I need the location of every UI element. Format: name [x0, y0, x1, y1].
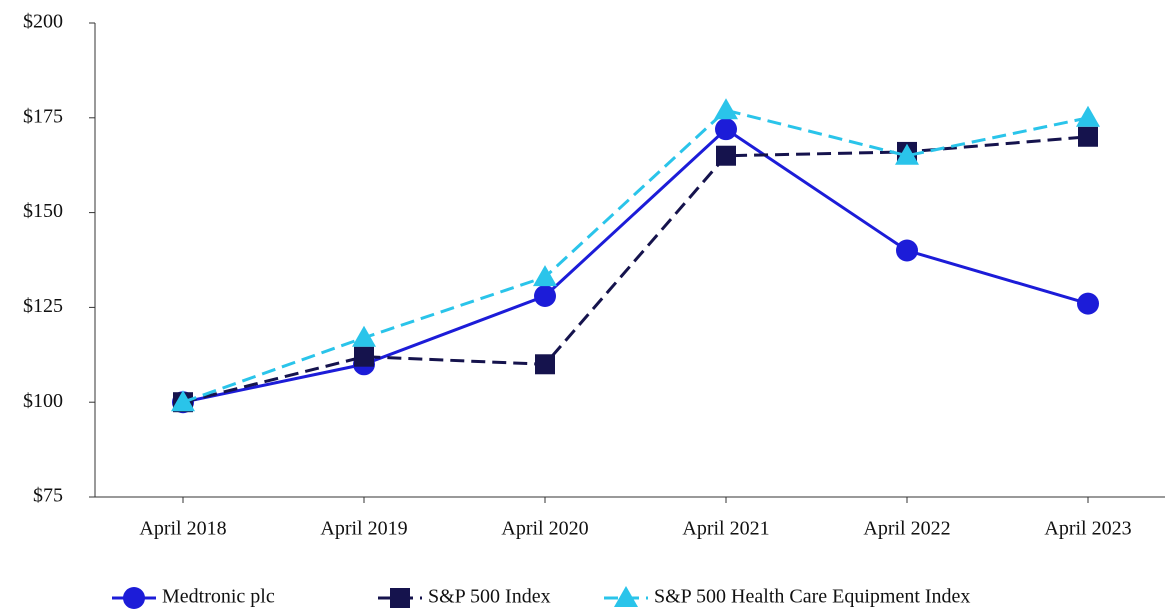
point — [1076, 105, 1100, 127]
x-tick-label: April 2019 — [320, 518, 407, 540]
legend-label: S&P 500 Health Care Equipment Index — [654, 586, 970, 608]
point — [896, 239, 918, 262]
legend-marker — [390, 588, 410, 608]
legend-label: Medtronic plc — [162, 586, 275, 608]
y-tick-label: $100 — [23, 390, 63, 412]
point — [895, 143, 919, 165]
legend-marker — [123, 587, 145, 609]
point — [534, 285, 556, 308]
x-tick-label: April 2023 — [1044, 518, 1131, 540]
point — [352, 325, 376, 347]
y-tick-label: $175 — [23, 105, 63, 127]
x-tick-label: April 2018 — [139, 518, 226, 540]
y-tick-label: $125 — [23, 295, 63, 317]
point — [1078, 126, 1098, 147]
legend-marker — [614, 586, 638, 607]
point — [533, 265, 557, 287]
point — [716, 145, 736, 166]
series-line — [182, 135, 1089, 404]
point — [715, 118, 737, 141]
series-line — [182, 127, 1089, 404]
x-tick-label: April 2021 — [682, 518, 769, 540]
point — [1077, 292, 1099, 315]
point — [354, 346, 374, 367]
legend-label: S&P 500 Index — [428, 586, 551, 608]
x-tick-label: April 2022 — [863, 518, 950, 540]
point — [171, 390, 195, 412]
y-tick-label: $75 — [33, 485, 63, 507]
series-line — [182, 108, 1089, 404]
x-tick-label: April 2020 — [501, 518, 588, 540]
y-tick-label: $150 — [23, 200, 63, 222]
point — [714, 98, 738, 120]
y-tick-label: $200 — [23, 11, 63, 33]
point — [535, 354, 555, 375]
